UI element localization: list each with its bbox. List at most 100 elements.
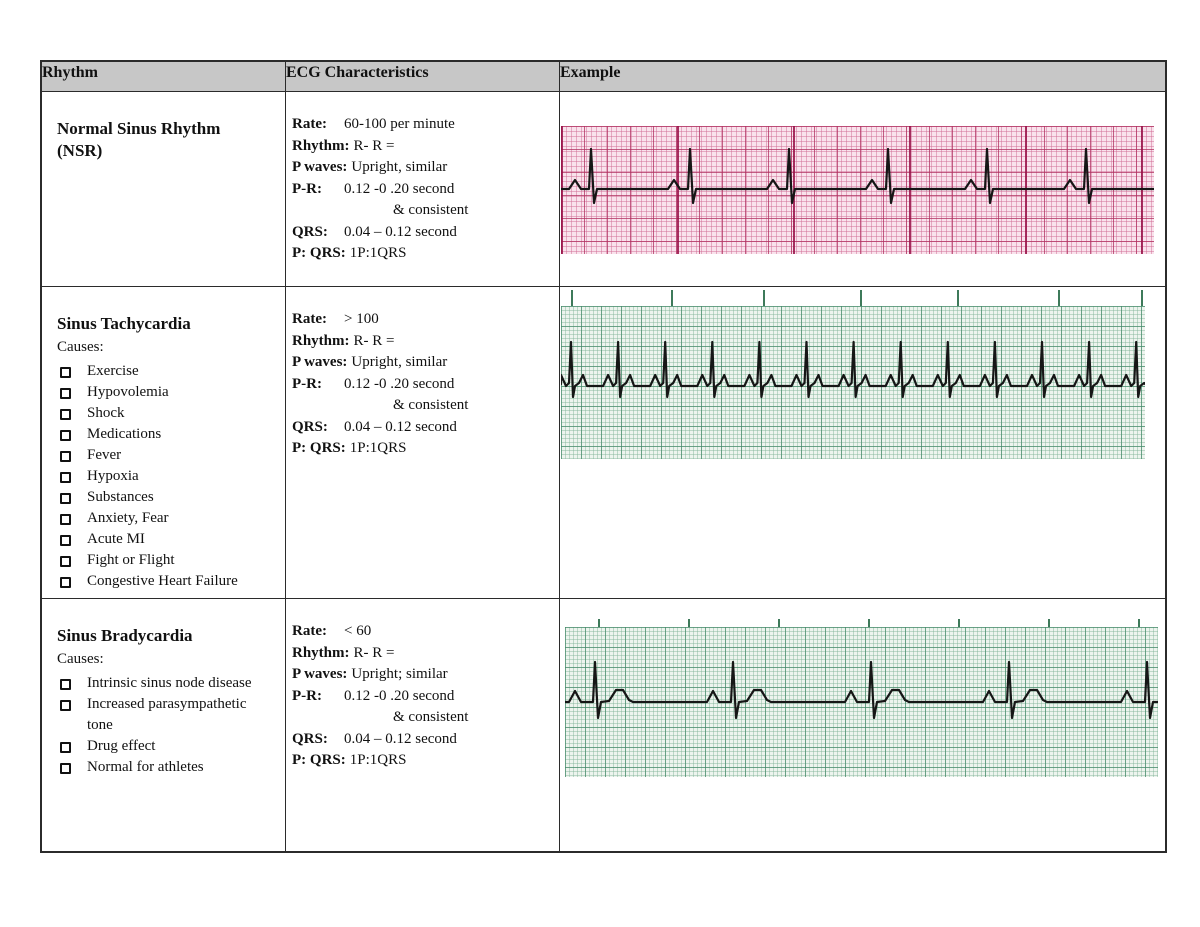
characteristic-label: P: QRS:: [292, 245, 346, 261]
characteristic-line: QRS: 0.04 – 0.12 second: [292, 222, 555, 244]
characteristic-label: P waves:: [292, 354, 348, 370]
characteristic-value: 0.04 – 0.12 second: [344, 730, 457, 747]
characteristic-label: P waves:: [292, 666, 348, 682]
characteristic-label: Rhythm:: [292, 137, 350, 154]
characteristic-value: 1P:1QRS: [349, 245, 407, 261]
characteristic-continuation: & consistent: [292, 395, 555, 417]
characteristic-value: R- R =: [353, 332, 395, 349]
cause-item: Normal for athletes: [60, 757, 279, 778]
ecg-paper-green: [561, 306, 1145, 459]
square-bullet-icon: [60, 388, 71, 399]
characteristic-line: Rhythm: R- R =: [292, 331, 555, 353]
cause-text: Fever: [87, 447, 122, 463]
square-bullet-icon: [60, 472, 71, 483]
characteristic-line: P waves: Upright; similar: [292, 664, 555, 686]
characteristic-label: Rate:: [292, 623, 327, 639]
characteristic-label: Rate:: [292, 311, 327, 327]
characteristic-continuation: & consistent: [292, 200, 555, 222]
characteristic-value: 1P:1QRS: [349, 440, 407, 456]
characteristic-value: 0.12 -0 .20 second: [344, 687, 455, 704]
cause-text: Increased parasympathetic tone: [87, 696, 247, 733]
characteristic-label: Rate:: [292, 116, 327, 132]
chars-cell-tachycardia: Rate: > 100 Rhythm: R- R = P waves: Upright, …: [285, 286, 560, 599]
header-rhythm: Rhythm: [40, 60, 286, 92]
ecg-characteristics-list: Rate: < 60 Rhythm: R- R = P waves: Upright; s…: [292, 621, 555, 772]
characteristic-value: R- R =: [353, 137, 395, 154]
characteristic-label: P: QRS:: [292, 440, 346, 456]
characteristic-value: 0.04 – 0.12 second: [344, 418, 457, 435]
rhythm-cell-bradycardia: Sinus Bradycardia Causes: Intrinsic sinu…: [40, 598, 286, 852]
characteristic-label: P-R:: [292, 687, 322, 704]
square-bullet-icon: [60, 556, 71, 567]
ecg-paper-green: [565, 627, 1158, 777]
cause-text: Hypovolemia: [87, 384, 169, 400]
cause-item: Exercise: [60, 361, 279, 382]
square-bullet-icon: [60, 742, 71, 753]
square-bullet-icon: [60, 493, 71, 504]
cause-item: Fight or Flight: [60, 550, 279, 571]
characteristic-value: & consistent: [393, 397, 469, 413]
characteristic-value: 1P:1QRS: [349, 752, 407, 768]
cause-text: Intrinsic sinus node disease: [87, 675, 252, 691]
characteristic-line: P-R: 0.12 -0 .20 second: [292, 179, 555, 201]
characteristic-line: P: QRS: 1P:1QRS: [292, 750, 555, 772]
example-cell-nsr: [559, 91, 1167, 287]
square-bullet-icon: [60, 430, 71, 441]
characteristic-value: Upright, similar: [351, 159, 448, 175]
characteristic-label: Rhythm:: [292, 644, 350, 661]
ecg-strip-tachycardia: [561, 289, 1145, 459]
characteristic-line: P waves: Upright, similar: [292, 352, 555, 374]
causes-label: Causes:: [57, 339, 104, 355]
cause-item: Drug effect: [60, 736, 279, 757]
characteristic-value: R- R =: [353, 644, 395, 661]
characteristic-label: QRS:: [292, 223, 328, 240]
rhythm-cell-nsr: Normal Sinus Rhythm (NSR): [40, 91, 286, 287]
characteristic-label: QRS:: [292, 730, 328, 747]
ecg-trace-bradycardia: [565, 660, 1158, 720]
square-bullet-icon: [60, 577, 71, 588]
cause-item: Fever: [60, 445, 279, 466]
causes-list-tachycardia: Exercise Hypovolemia Shock Medications Fever…: [57, 361, 279, 592]
square-bullet-icon: [60, 451, 71, 462]
row-sinus-bradycardia: Sinus Bradycardia Causes: Intrinsic sinu…: [40, 598, 1167, 852]
chars-cell-nsr: Rate: 60-100 per minute Rhythm: R- R = P wav…: [285, 91, 560, 287]
row-title-tachycardia: Sinus Tachycardia: [57, 314, 191, 333]
row-title-bradycardia: Sinus Bradycardia: [57, 626, 193, 645]
characteristic-label: P waves:: [292, 159, 348, 175]
cause-text: Hypoxia: [87, 468, 139, 484]
square-bullet-icon: [60, 763, 71, 774]
characteristic-value: 60-100 per minute: [344, 116, 455, 132]
causes-label: Causes:: [57, 651, 104, 667]
characteristic-value: & consistent: [393, 202, 469, 218]
characteristic-continuation: & consistent: [292, 707, 555, 729]
characteristic-line: P: QRS: 1P:1QRS: [292, 243, 555, 265]
example-cell-bradycardia: [559, 598, 1167, 852]
header-example: Example: [559, 60, 1167, 92]
cause-text: Medications: [87, 426, 162, 442]
characteristic-line: Rate: 60-100 per minute: [292, 114, 555, 136]
rhythm-cell-tachycardia: Sinus Tachycardia Causes: Exercise Hypovo…: [40, 286, 286, 599]
square-bullet-icon: [60, 679, 71, 690]
square-bullet-icon: [60, 535, 71, 546]
row-sinus-tachycardia: Sinus Tachycardia Causes: Exercise Hypovo…: [40, 286, 1167, 599]
characteristic-line: P-R: 0.12 -0 .20 second: [292, 686, 555, 708]
characteristic-label: P-R:: [292, 375, 322, 392]
characteristic-line: QRS: 0.04 – 0.12 second: [292, 729, 555, 751]
characteristic-label: QRS:: [292, 418, 328, 435]
characteristic-line: Rhythm: R- R =: [292, 643, 555, 665]
characteristic-value: Upright; similar: [351, 666, 448, 682]
characteristic-line: Rate: > 100: [292, 309, 555, 331]
characteristic-line: QRS: 0.04 – 0.12 second: [292, 417, 555, 439]
ecg-trace-tachycardia: [561, 340, 1145, 399]
cause-text: Anxiety, Fear: [87, 510, 169, 526]
cause-item: Increased parasympathetic tone: [60, 694, 279, 736]
cause-text: Acute MI: [87, 531, 145, 547]
characteristic-label: P-R:: [292, 180, 322, 197]
cause-item: Hypoxia: [60, 466, 279, 487]
characteristic-value: < 60: [344, 623, 372, 639]
characteristic-line: Rate: < 60: [292, 621, 555, 643]
square-bullet-icon: [60, 514, 71, 525]
ecg-trace-nsr: [561, 147, 1154, 205]
square-bullet-icon: [60, 700, 71, 711]
table-header-row: Rhythm ECG Characteristics Example: [40, 60, 1167, 92]
